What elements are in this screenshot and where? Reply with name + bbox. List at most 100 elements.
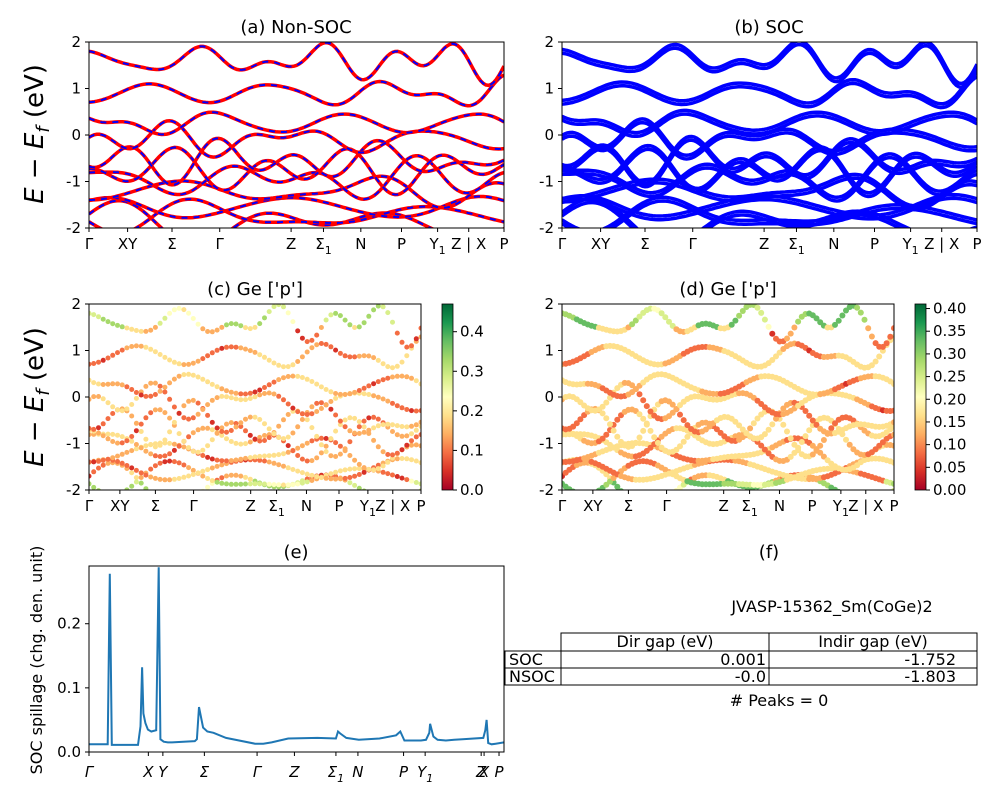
projection-point xyxy=(299,354,305,360)
projection-point xyxy=(371,467,377,473)
projection-point xyxy=(162,389,168,395)
projection-point xyxy=(371,307,377,313)
projection-point xyxy=(299,456,305,462)
projection-point xyxy=(262,385,267,390)
projection-point xyxy=(152,475,158,481)
colorbar-tick-label: 0.25 xyxy=(933,368,966,386)
projection-point xyxy=(209,465,215,471)
projection-point xyxy=(352,354,358,360)
projection-point xyxy=(209,427,215,433)
projection-point xyxy=(390,472,395,478)
projection-point xyxy=(366,353,372,359)
ytick-label: 1 xyxy=(544,342,554,360)
projection-point xyxy=(115,407,120,413)
colorbar-tick-label: 0.3 xyxy=(460,362,484,380)
projection-point xyxy=(176,431,182,437)
projection-point xyxy=(394,330,400,336)
projection-point xyxy=(167,415,173,421)
projection-point xyxy=(186,465,192,471)
xtick-label: Σ1 xyxy=(741,497,757,519)
band-line-nonsoc xyxy=(89,194,504,220)
projection-point xyxy=(133,428,139,434)
projection-point xyxy=(418,325,421,331)
panel-d-title: (d) Ge ['p'] xyxy=(679,279,776,300)
projection-point xyxy=(276,482,282,488)
projection-point xyxy=(809,451,816,458)
projection-point xyxy=(219,480,225,486)
projection-point xyxy=(314,474,320,480)
projection-point xyxy=(754,304,761,311)
projection-point xyxy=(573,420,580,427)
projection-point xyxy=(409,478,414,484)
ylabel-spillage: SOC spillage (chg. den. unit) xyxy=(27,546,46,775)
projection-point xyxy=(238,323,244,329)
projection-point xyxy=(418,419,421,425)
projection-point xyxy=(143,486,149,490)
panel-e-title: (e) xyxy=(283,542,308,563)
projection-point xyxy=(152,324,158,330)
projection-point xyxy=(171,459,177,465)
projection-point xyxy=(418,381,421,387)
projection-point xyxy=(323,341,329,347)
projection-point xyxy=(243,416,248,422)
projection-point xyxy=(209,329,215,335)
projection-point xyxy=(318,341,324,346)
projection-point xyxy=(304,412,310,417)
projection-point xyxy=(394,474,400,479)
xtick-label: X xyxy=(142,763,154,781)
projection-point xyxy=(195,358,201,364)
projection-point xyxy=(266,459,272,465)
band-line-nonsoc-dashed xyxy=(89,154,504,201)
projection-point xyxy=(148,346,154,352)
projection-point xyxy=(361,488,367,490)
xtick-label: Z xyxy=(246,497,256,515)
projection-point xyxy=(171,419,177,425)
projection-point xyxy=(276,362,282,368)
projection-point xyxy=(162,384,168,390)
projection-point xyxy=(209,419,215,425)
projection-point xyxy=(309,411,315,417)
projection-point xyxy=(228,481,234,487)
projection-point xyxy=(868,333,875,340)
projection-point xyxy=(304,349,310,355)
projection-point xyxy=(276,462,282,468)
projection-point xyxy=(380,449,386,455)
xtick-label: Γ xyxy=(662,497,671,515)
xtick-label: Z xyxy=(475,763,487,781)
projection-point xyxy=(739,434,746,441)
colorbar-tick-label: 0.1 xyxy=(460,441,484,459)
projection-point xyxy=(171,376,177,382)
projection-point xyxy=(328,476,334,482)
projection-point xyxy=(776,349,783,356)
ytick-label: -1 xyxy=(539,173,554,191)
projection-point xyxy=(157,320,163,326)
projection-point xyxy=(314,332,320,338)
projection-point xyxy=(209,437,215,443)
projection-point xyxy=(309,404,315,410)
projection-point xyxy=(290,467,296,472)
projection-point xyxy=(276,393,282,399)
projection-point xyxy=(247,396,253,401)
projection-point xyxy=(281,482,286,488)
projection-point xyxy=(200,376,206,382)
projection-point xyxy=(304,471,310,477)
projection-point xyxy=(413,427,419,433)
projection-point xyxy=(418,432,421,438)
ytick-label: 0.2 xyxy=(57,615,81,633)
projection-point xyxy=(181,362,187,368)
projection-point xyxy=(366,392,372,397)
projection-point xyxy=(247,476,253,482)
projection-point xyxy=(262,354,267,360)
projection-point xyxy=(309,438,315,444)
projection-point xyxy=(96,394,101,399)
projection-point xyxy=(167,505,172,510)
projection-point xyxy=(669,401,676,408)
projection-point xyxy=(190,372,196,378)
ytick-label: 0 xyxy=(71,126,81,144)
projection-point xyxy=(205,425,211,431)
projection-point xyxy=(243,441,248,447)
projection-point xyxy=(115,432,120,438)
projection-point xyxy=(152,444,158,450)
projection-point xyxy=(205,353,211,359)
projection-point xyxy=(238,456,244,462)
